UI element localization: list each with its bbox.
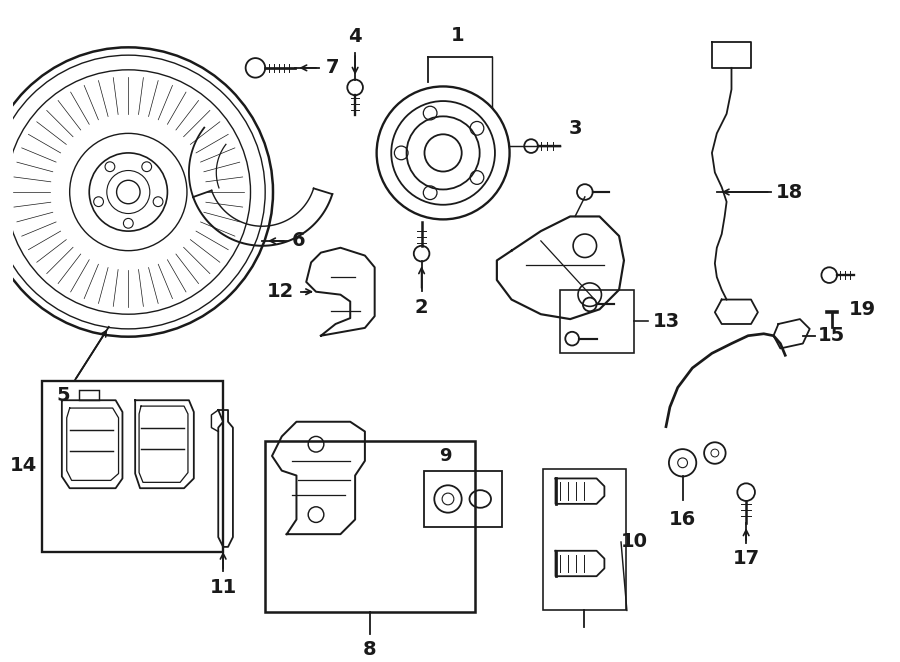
Text: 7: 7 [326,58,339,77]
Text: 1: 1 [451,26,464,46]
Text: 12: 12 [267,282,294,301]
Circle shape [737,483,755,501]
Circle shape [524,139,538,153]
Text: 16: 16 [669,510,697,529]
Circle shape [414,246,429,261]
Text: 5: 5 [56,385,69,404]
Text: 9: 9 [439,447,452,465]
Bar [543,469,625,610]
Bar [79,391,99,401]
Text: 18: 18 [776,183,803,201]
Circle shape [376,87,509,219]
Text: 15: 15 [817,326,845,345]
Bar [266,442,475,612]
Text: 13: 13 [653,312,680,330]
Text: 19: 19 [849,300,876,319]
Text: 6: 6 [292,232,305,250]
Text: 3: 3 [568,119,581,138]
Text: 4: 4 [348,27,362,46]
Text: 10: 10 [621,532,648,551]
Text: 2: 2 [415,298,428,316]
Circle shape [822,267,837,283]
Text: 14: 14 [10,456,38,475]
Text: 17: 17 [733,549,760,568]
Bar [424,471,502,528]
Circle shape [347,79,363,95]
Bar [42,381,223,551]
Text: 11: 11 [210,578,237,597]
Bar [561,290,634,354]
Text: 8: 8 [363,639,376,659]
Circle shape [246,58,266,77]
